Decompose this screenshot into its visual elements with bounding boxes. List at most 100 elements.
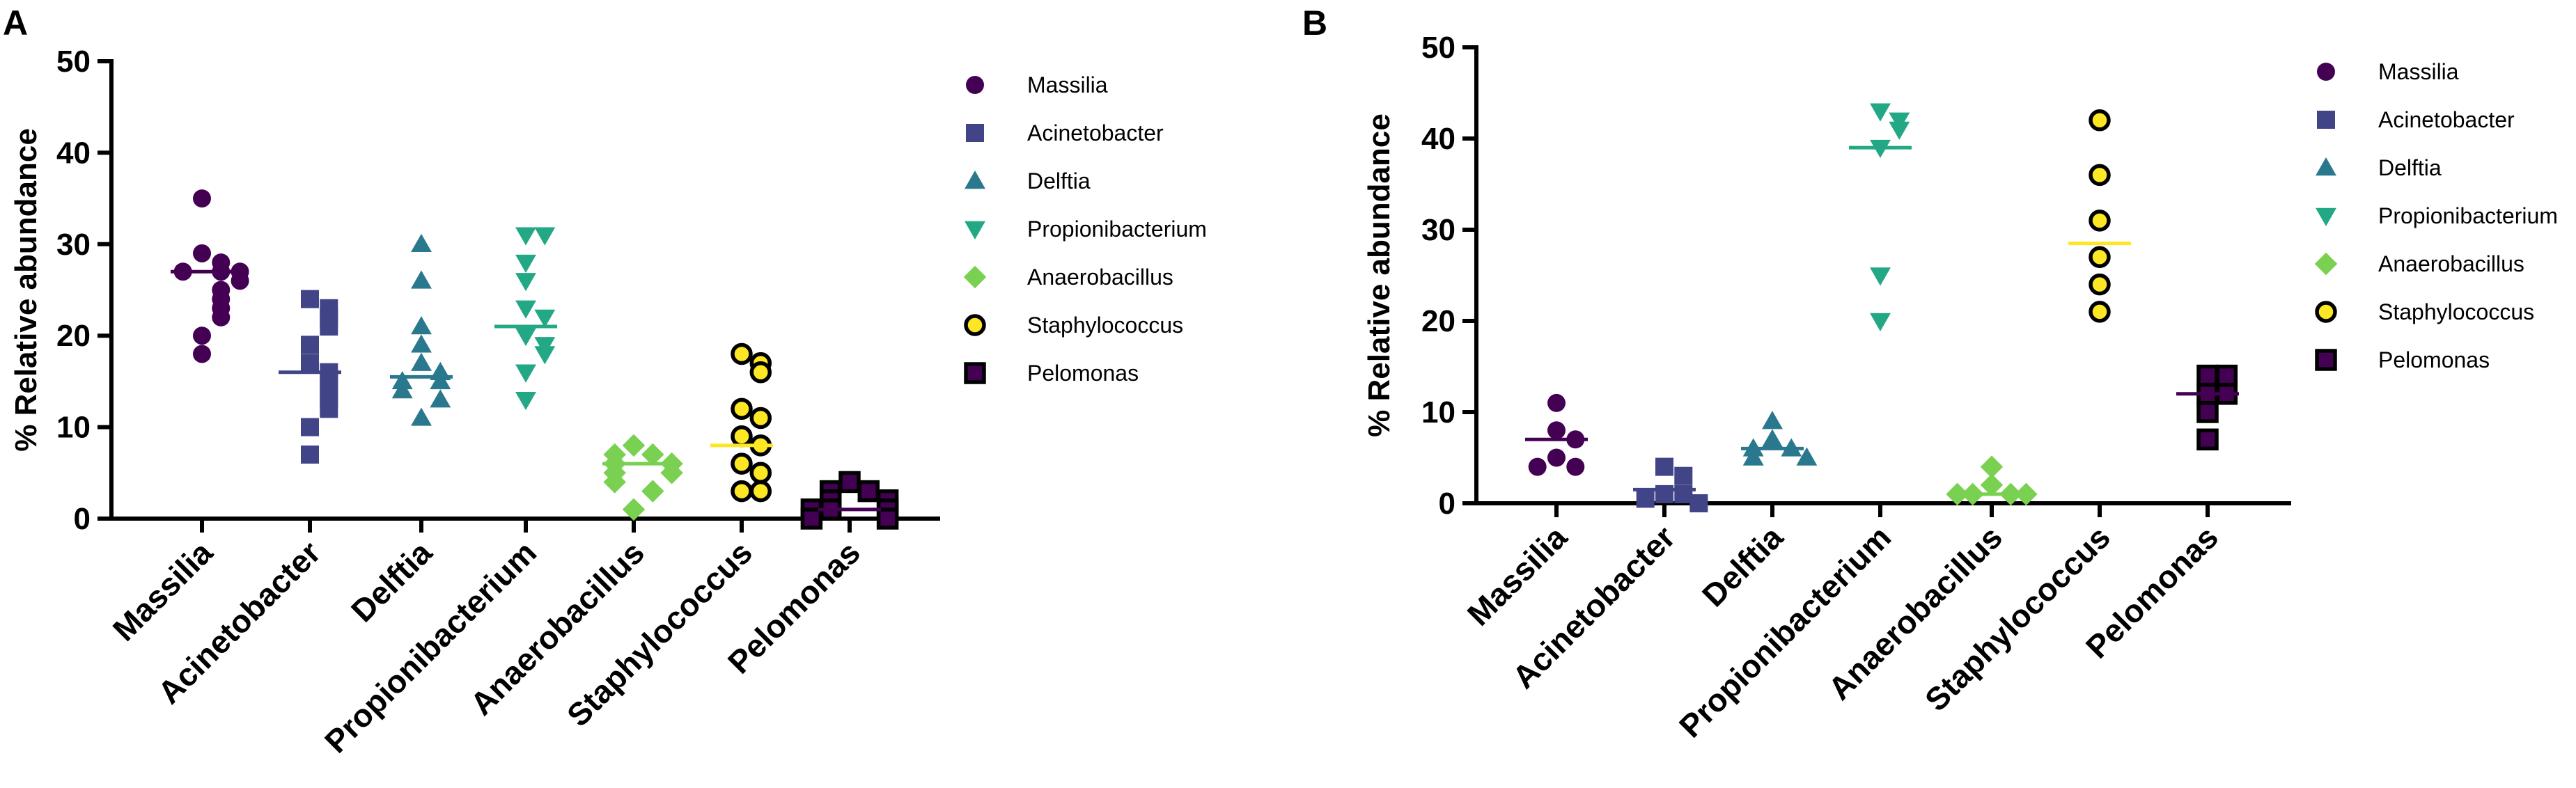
legend-marker — [2317, 111, 2335, 129]
data-point — [731, 397, 753, 420]
legend-label: Anaerobacillus — [1027, 265, 1173, 290]
y-tick-label: 0 — [74, 502, 91, 536]
data-point — [320, 400, 338, 418]
data-point — [515, 391, 536, 411]
legend-label: Delftia — [2378, 155, 2442, 180]
y-tick-label: 30 — [1421, 213, 1455, 247]
data-point — [411, 352, 432, 371]
data-point — [430, 389, 451, 408]
series-pelomonas — [2176, 364, 2239, 451]
data-point — [1655, 457, 1673, 476]
panel-b: B 0 10 20 30 40 50 % Relative abundance Massilia… — [1302, 3, 2558, 744]
legend-item-massilia: Massilia — [966, 72, 1108, 97]
data-point — [411, 334, 432, 353]
data-point — [411, 407, 432, 426]
legend-item-massilia: Massilia — [2317, 59, 2459, 84]
panel-letter: B — [1302, 3, 1327, 42]
data-point — [515, 254, 536, 274]
y-tick-label: 0 — [1439, 487, 1455, 521]
data-point — [301, 446, 319, 464]
data-point — [411, 316, 432, 335]
series-anaerobacillus — [602, 434, 683, 521]
y-axis-label: % Relative abundance — [9, 128, 43, 452]
legend-item-propionibacterium: Propionibacterium — [965, 216, 1207, 242]
data-point — [641, 480, 664, 503]
data-point — [1889, 121, 1910, 140]
legend: Massilia Acinetobacter Delftia Propionibact… — [2314, 59, 2558, 372]
data-point — [534, 337, 556, 356]
data-point — [857, 480, 880, 503]
data-point — [320, 317, 338, 336]
legend-marker — [2316, 157, 2336, 176]
data-point — [2089, 164, 2111, 187]
legend-item-pelomonas: Pelomonas — [964, 361, 1139, 386]
legend-label: Massilia — [2378, 59, 2459, 84]
x-tick-label-staphylococcus: Staphylococcus — [560, 534, 759, 733]
legend-marker — [966, 124, 984, 142]
data-point — [1528, 457, 1547, 476]
data-point — [2196, 364, 2219, 387]
legend-item-acinetobacter: Acinetobacter — [966, 120, 1164, 145]
legend-label: Propionibacterium — [2378, 203, 2558, 228]
legend-item-pelomonas: Pelomonas — [2315, 347, 2490, 372]
data-point — [749, 407, 772, 430]
data-point — [430, 370, 451, 390]
data-point — [1566, 457, 1585, 476]
x-tick-label-delftia: Delftia — [1695, 519, 1790, 613]
y-tick-label: 40 — [1421, 122, 1455, 156]
legend-label: Propionibacterium — [1027, 216, 1207, 242]
x-tick-label-massilia: Massilia — [1460, 519, 1575, 633]
legend-label: Staphylococcus — [1027, 313, 1183, 338]
y-tick-label: 20 — [1421, 304, 1455, 338]
data-point — [301, 290, 319, 308]
legend-item-acinetobacter: Acinetobacter — [2317, 107, 2515, 132]
data-point — [515, 300, 536, 319]
legend-label: Delftia — [1027, 168, 1091, 194]
y-tick-label: 10 — [56, 411, 91, 445]
data-point — [2089, 301, 2111, 323]
legend-item-staphylococcus: Staphylococcus — [964, 313, 1183, 338]
data-point — [1946, 482, 1969, 506]
series-propionibacterium — [494, 227, 557, 411]
data-point — [1547, 393, 1566, 412]
y-tick-label: 30 — [56, 228, 91, 262]
panel-letter: A — [3, 3, 28, 42]
y-tick-label: 50 — [56, 45, 91, 79]
data-point — [391, 380, 413, 399]
data-point — [534, 309, 556, 328]
series-delftia — [390, 233, 453, 426]
data-point — [411, 270, 432, 289]
legend-marker — [963, 265, 987, 289]
data-point — [731, 342, 753, 365]
data-point — [1547, 421, 1566, 440]
legend-marker — [2314, 252, 2338, 276]
data-point — [800, 507, 823, 530]
legend-marker — [2315, 301, 2337, 323]
legend-label: Acinetobacter — [2378, 107, 2515, 132]
data-point — [193, 189, 211, 208]
series-pelomonas — [800, 471, 899, 530]
y-tick-label: 40 — [56, 136, 91, 170]
data-point — [301, 336, 319, 354]
series-acinetobacter — [1633, 457, 1708, 512]
series-massilia — [171, 189, 249, 363]
data-point — [193, 326, 211, 345]
x-tick-label-staphylococcus: Staphylococcus — [1918, 519, 2117, 718]
data-point — [212, 308, 231, 326]
data-point — [2089, 246, 2111, 269]
legend-item-delftia: Delftia — [2316, 155, 2442, 180]
panel-a: A 0 10 20 30 40 50 % Relative abundance Massilia… — [3, 3, 1207, 759]
data-point — [1742, 447, 1764, 466]
data-point — [2215, 364, 2238, 387]
data-point — [1889, 112, 1910, 131]
data-point — [1980, 473, 2004, 497]
x-tick-label-massilia: Massilia — [106, 534, 220, 648]
data-point — [1689, 494, 1708, 512]
series-propionibacterium — [1849, 103, 1912, 331]
data-point — [622, 498, 646, 521]
series-anaerobacillus — [1946, 455, 2038, 506]
data-point — [534, 227, 556, 246]
data-point — [301, 354, 319, 372]
legend-marker — [2316, 207, 2336, 226]
data-point — [193, 244, 211, 262]
